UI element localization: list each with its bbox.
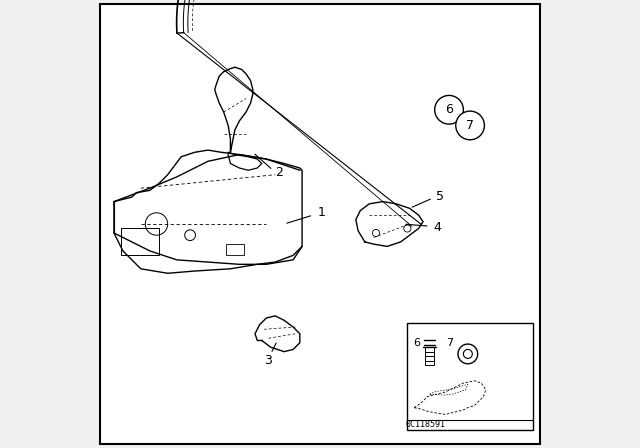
Circle shape — [435, 95, 463, 124]
Text: 6: 6 — [413, 338, 420, 348]
Text: 4: 4 — [433, 221, 441, 234]
Text: 7: 7 — [446, 338, 454, 348]
Bar — [425, 347, 435, 365]
Circle shape — [456, 111, 484, 140]
Bar — [407, 323, 532, 430]
Text: 6: 6 — [445, 103, 453, 116]
Text: 0C118591: 0C118591 — [405, 420, 445, 429]
Text: 3: 3 — [264, 354, 273, 367]
Text: 7: 7 — [466, 119, 474, 132]
Text: 1: 1 — [317, 206, 326, 220]
Text: 5: 5 — [436, 190, 444, 203]
Text: 2: 2 — [275, 166, 283, 179]
Bar — [226, 244, 244, 255]
Bar — [121, 228, 159, 255]
